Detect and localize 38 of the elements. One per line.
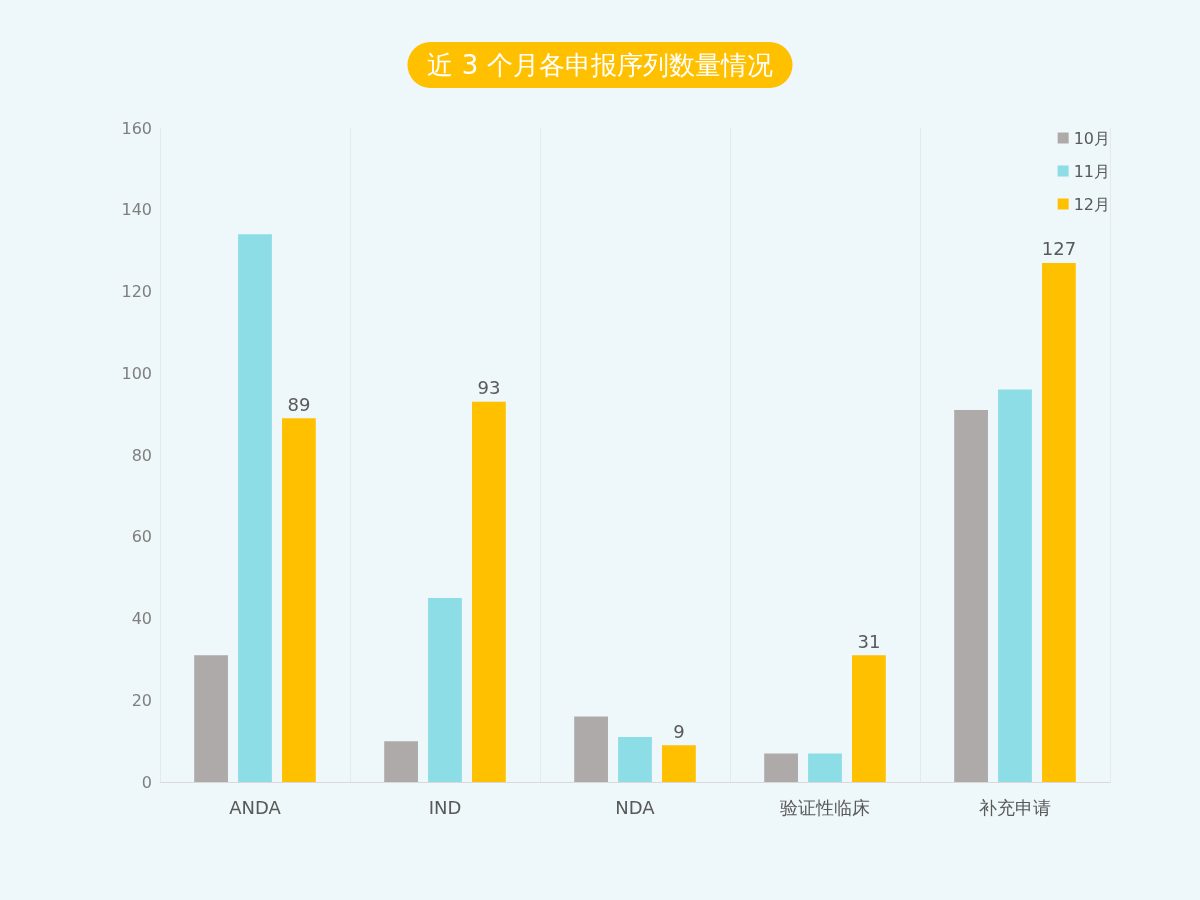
- bar: [472, 401, 506, 782]
- chart-title: 近 3 个月各申报序列数量情况: [427, 50, 773, 80]
- bar: [1042, 262, 1076, 782]
- x-tick-label: 补充申请: [979, 796, 1051, 818]
- y-tick-label: 160: [121, 118, 152, 138]
- data-label: 89: [287, 393, 311, 415]
- bar: [662, 745, 696, 782]
- bar: [384, 741, 418, 782]
- x-tick-label: 验证性临床: [780, 796, 870, 818]
- y-tick-label: 0: [141, 772, 152, 792]
- bar: [238, 234, 272, 782]
- bar: [764, 753, 798, 782]
- x-tick-label: IND: [428, 796, 462, 818]
- y-tick-label: 120: [121, 282, 152, 301]
- legend-label: 10月: [1073, 128, 1110, 148]
- legend-label: 11月: [1073, 161, 1110, 181]
- y-tick-label: 100: [121, 363, 152, 383]
- data-label: 9: [673, 720, 685, 742]
- x-tick-label: ANDA: [229, 796, 282, 818]
- y-tick-label: 40: [131, 609, 152, 628]
- legend-label: 12月: [1073, 194, 1110, 214]
- y-tick-label: 80: [131, 445, 152, 465]
- bar: [574, 716, 608, 782]
- data-label: 127: [1041, 238, 1077, 260]
- bar: [852, 655, 886, 782]
- x-tick-label: NDA: [615, 796, 656, 818]
- y-tick-label: 20: [131, 690, 152, 710]
- bar: [428, 598, 462, 782]
- data-label: 31: [857, 630, 881, 652]
- bar: [954, 410, 988, 782]
- bar: [808, 753, 842, 782]
- y-tick-label: 60: [131, 527, 152, 547]
- bar: [194, 655, 228, 782]
- bar: [282, 418, 316, 782]
- data-label: 93: [477, 377, 501, 399]
- y-tick-label: 140: [121, 200, 152, 220]
- bar: [618, 737, 652, 782]
- bar: [998, 389, 1032, 782]
